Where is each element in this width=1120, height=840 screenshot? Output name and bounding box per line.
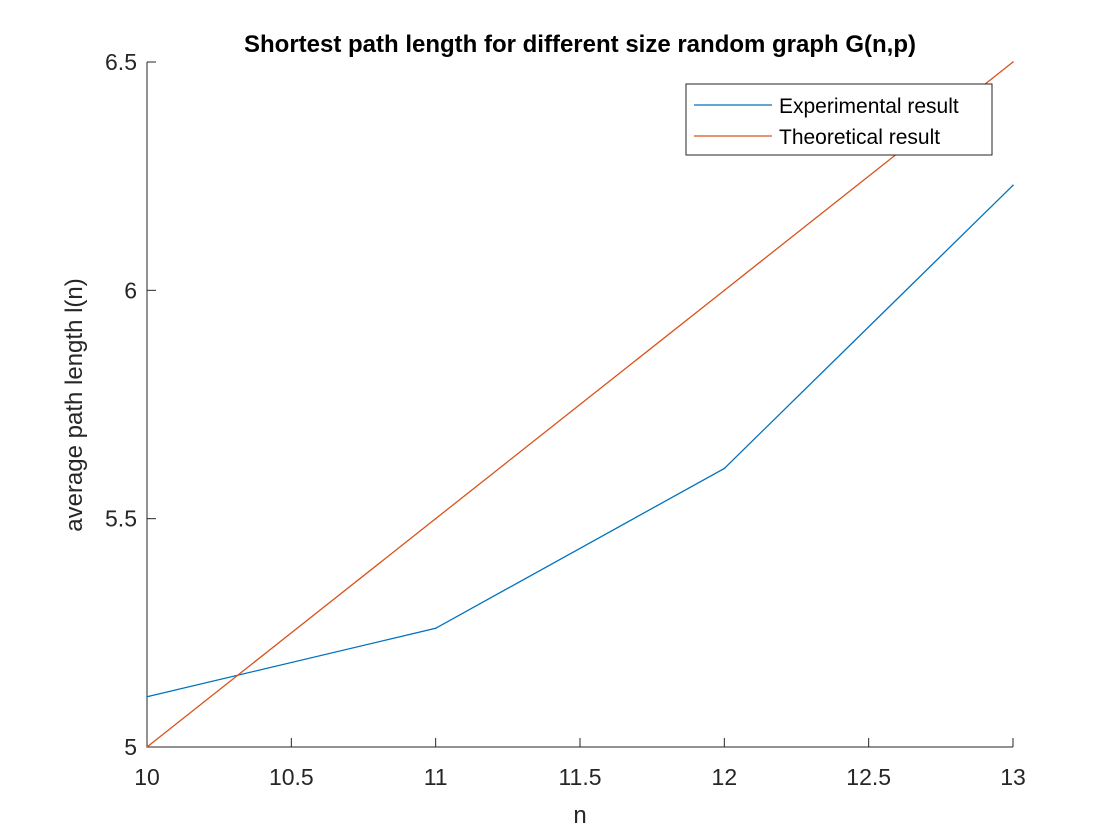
theoretical-data-point	[723, 289, 726, 292]
legend: Experimental result Theoretical result	[685, 83, 993, 156]
x-tick-label: 12	[712, 764, 738, 790]
experimental-data-point	[723, 467, 726, 470]
legend-box	[685, 83, 993, 156]
experimental-data-point	[1012, 184, 1014, 187]
x-tick-label: 13	[1000, 764, 1026, 790]
y-tick-label: 5.5	[105, 506, 137, 532]
y-axis-label: average path length l(n)	[61, 278, 88, 532]
experimental-data-point	[146, 695, 148, 698]
chart-title: Shortest path length for different size …	[244, 31, 916, 58]
x-tick-label: 10	[134, 764, 160, 790]
x-tick-label: 10.5	[269, 764, 314, 790]
y-tick-label: 6	[124, 277, 137, 303]
x-tick-label: 12.5	[846, 764, 891, 790]
plot-axes: 10 10.5 11 11.5 12 12.5 13 5 5.5 6 6.5	[105, 49, 1026, 790]
experimental-data-point	[434, 627, 437, 630]
theoretical-data-point	[146, 746, 148, 748]
x-tick-label: 11.5	[558, 764, 601, 790]
x-axis-ticks: 10 10.5 11 11.5 12 12.5 13	[134, 738, 1026, 790]
theoretical-data-point	[434, 517, 437, 520]
series-line-experimental	[146, 184, 1014, 698]
y-axis-ticks: 5 5.5 6 6.5	[105, 49, 156, 760]
series-lines	[146, 61, 1014, 748]
legend-label-experimental: Experimental result	[779, 95, 959, 118]
theoretical-data-point	[1012, 61, 1014, 63]
y-tick-label: 6.5	[105, 49, 137, 75]
y-tick-label: 5	[124, 734, 137, 760]
x-tick-label: 11	[424, 764, 448, 790]
x-axis-label: n	[573, 802, 586, 829]
series-line-theoretical	[146, 61, 1014, 748]
legend-label-theoretical: Theoretical result	[779, 126, 940, 149]
